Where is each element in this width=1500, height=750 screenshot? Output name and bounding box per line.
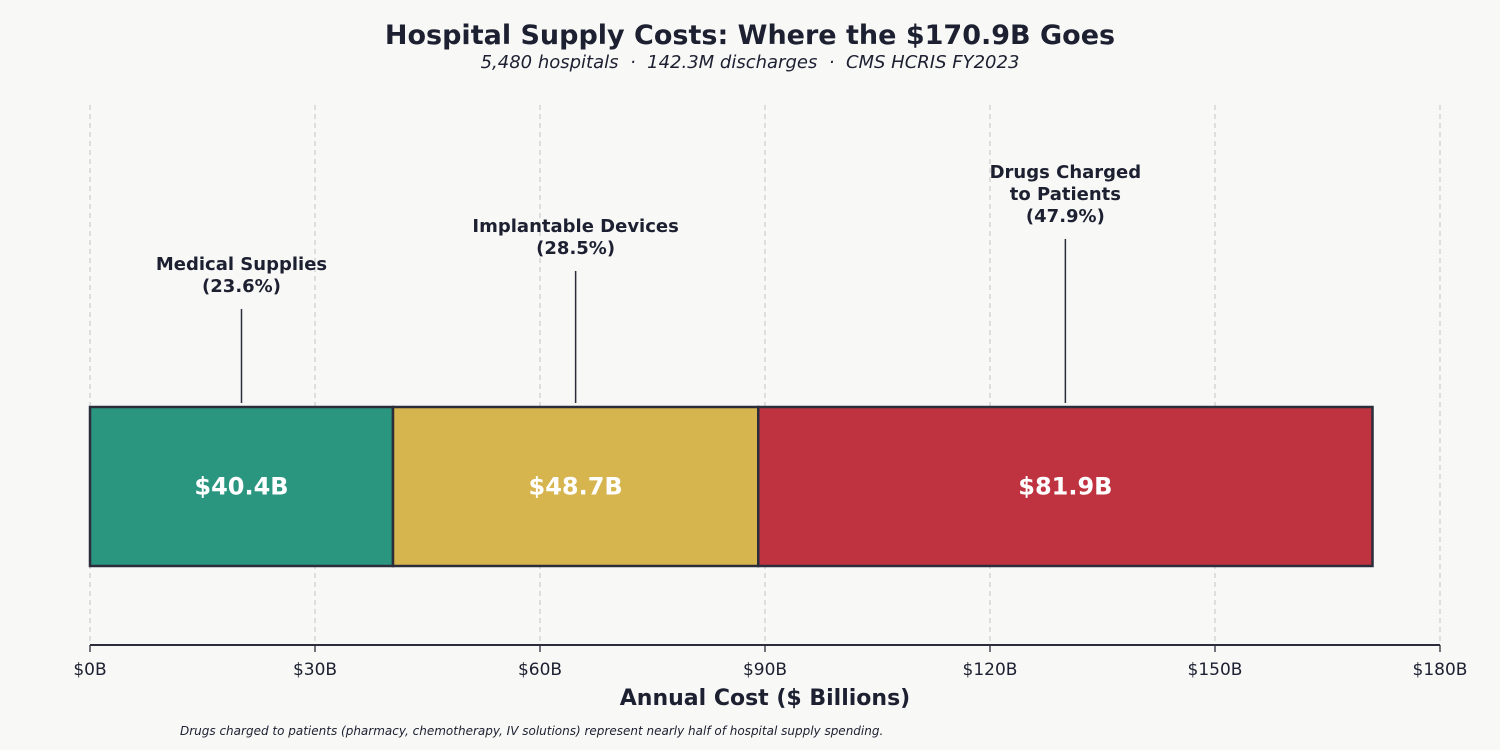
annotation-text: to Patients: [1010, 184, 1121, 205]
bar-segment: [757, 405, 1374, 568]
x-tick-label: $60B: [518, 660, 562, 680]
chart-title: Hospital Supply Costs: Where the $170.9B…: [385, 20, 1115, 51]
x-axis-label: Annual Cost ($ Billions): [620, 686, 910, 711]
bar-value-label: $48.7B: [529, 473, 623, 501]
footnote: Drugs charged to patients (pharmacy, che…: [180, 724, 883, 738]
x-tick-label: $0B: [73, 660, 106, 680]
bar-segment: [88, 405, 395, 568]
x-tick-label: $150B: [1188, 660, 1243, 680]
annotations: Medical Supplies(23.6%) Implantable Devic…: [156, 162, 1141, 403]
bar-segment: [391, 405, 760, 568]
x-tick-label: $120B: [963, 660, 1018, 680]
x-tick-label: $30B: [293, 660, 337, 680]
annotation-text: (47.9%): [1026, 206, 1105, 227]
gridlines: [89, 105, 1441, 645]
annotation-text: Implantable Devices: [472, 216, 678, 237]
annotation-text: (28.5%): [536, 238, 615, 259]
x-ticks: $0B $30B $60B $90B $120B $150B $180B: [73, 645, 1467, 680]
x-tick-label: $90B: [743, 660, 787, 680]
annotation-text: Drugs Charged: [990, 162, 1142, 183]
annotation-text: (23.6%): [202, 276, 281, 297]
chart-subtitle: 5,480 hospitals · 142.3M discharges · CM…: [481, 52, 1020, 73]
bar-value-label: $81.9B: [1018, 473, 1112, 501]
bars: $40.4B $48.7B $81.9B: [88, 405, 1374, 568]
x-tick-label: $180B: [1413, 660, 1468, 680]
annotation-text: Medical Supplies: [156, 254, 327, 275]
bar-value-label: $40.4B: [194, 473, 288, 501]
